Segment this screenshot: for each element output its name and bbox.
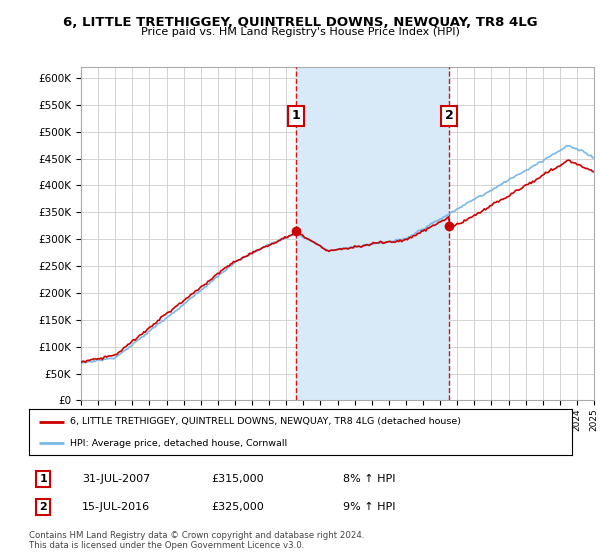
Text: £325,000: £325,000 bbox=[211, 502, 264, 512]
Text: 1: 1 bbox=[292, 109, 301, 122]
Text: 31-JUL-2007: 31-JUL-2007 bbox=[82, 474, 151, 484]
Text: 6, LITTLE TRETHIGGEY, QUINTRELL DOWNS, NEWQUAY, TR8 4LG: 6, LITTLE TRETHIGGEY, QUINTRELL DOWNS, N… bbox=[62, 16, 538, 29]
Text: 6, LITTLE TRETHIGGEY, QUINTRELL DOWNS, NEWQUAY, TR8 4LG (detached house): 6, LITTLE TRETHIGGEY, QUINTRELL DOWNS, N… bbox=[70, 417, 461, 426]
Text: Contains HM Land Registry data © Crown copyright and database right 2024.
This d: Contains HM Land Registry data © Crown c… bbox=[29, 531, 364, 550]
Text: 9% ↑ HPI: 9% ↑ HPI bbox=[343, 502, 396, 512]
Bar bbox=[296, 67, 449, 400]
Text: 2: 2 bbox=[40, 502, 47, 512]
Text: £315,000: £315,000 bbox=[211, 474, 264, 484]
Text: 8% ↑ HPI: 8% ↑ HPI bbox=[343, 474, 396, 484]
Text: 2: 2 bbox=[445, 109, 454, 122]
Text: Price paid vs. HM Land Registry's House Price Index (HPI): Price paid vs. HM Land Registry's House … bbox=[140, 27, 460, 37]
Text: HPI: Average price, detached house, Cornwall: HPI: Average price, detached house, Corn… bbox=[70, 438, 287, 448]
Text: 1: 1 bbox=[40, 474, 47, 484]
Text: 15-JUL-2016: 15-JUL-2016 bbox=[82, 502, 151, 512]
